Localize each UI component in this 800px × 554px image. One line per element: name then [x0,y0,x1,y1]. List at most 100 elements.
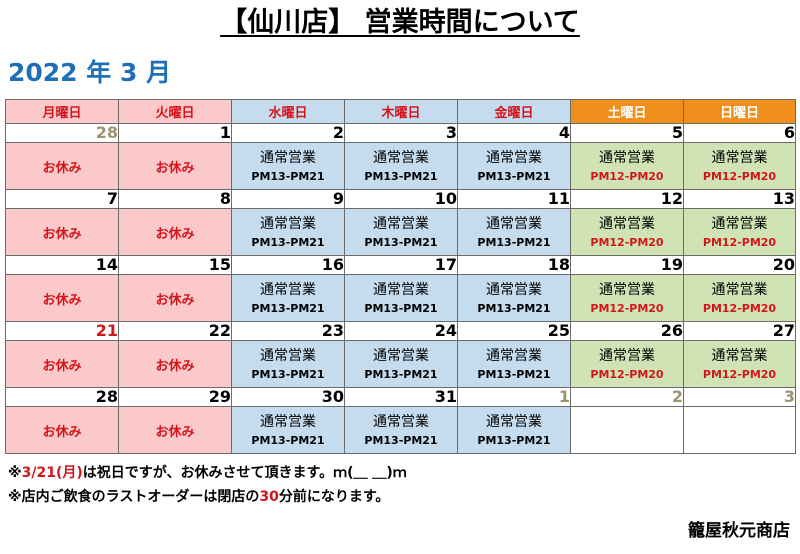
open-label: 通常営業 [486,413,542,430]
date-row: 28 1 2 3 4 5 6 [5,123,796,143]
open-label: 通常営業 [486,149,542,166]
open-cell: 通常営業 PM12-PM20 [683,274,796,322]
open-cell: 通常営業 PM13-PM21 [457,274,571,322]
hours-label: PM13-PM21 [251,235,325,249]
date-number: 31 [344,387,458,407]
open-cell: 通常営業 PM12-PM20 [570,274,684,322]
header-tuesday: 火曜日 [118,99,232,124]
hours-label: PM13-PM21 [364,235,438,249]
closed-label: お休み [118,274,232,322]
open-cell: 通常営業 PM13-PM21 [231,274,345,322]
open-cell: 通常営業 PM12-PM20 [683,340,796,388]
header-monday: 月曜日 [5,99,119,124]
empty-cell [683,406,796,454]
closed-label: お休み [5,208,119,256]
date-number: 6 [683,123,796,143]
hours-label: PM13-PM21 [364,169,438,183]
weekday-header-row: 月曜日 火曜日 水曜日 木曜日 金曜日 土曜日 日曜日 [5,99,796,124]
open-cell: 通常営業 PM13-PM21 [344,208,458,256]
holiday-note: ※3/21(月)は祝日ですが、お休みさせて頂きます。ｍ(＿ ＿)ｍ [8,461,407,485]
hours-label: PM12-PM20 [590,367,664,381]
header-sunday: 日曜日 [683,99,796,124]
last-order-minutes: 30 [259,489,279,505]
note-marker: ※ [8,465,22,481]
closed-label: お休み [5,142,119,190]
status-row: お休み お休み 通常営業 PM13-PM21 通常営業 PM13-PM21 通常営業… [5,406,796,454]
open-cell: 通常営業 PM13-PM21 [344,274,458,322]
closed-label: お休み [118,208,232,256]
open-cell: 通常営業 PM12-PM20 [570,142,684,190]
header-friday: 金曜日 [457,99,571,124]
date-number: 11 [457,189,571,209]
date-number: 27 [683,321,796,341]
hours-label: PM13-PM21 [251,301,325,315]
hours-label: PM13-PM21 [251,169,325,183]
open-cell: 通常営業 PM12-PM20 [570,208,684,256]
date-row: 28 29 30 31 1 2 3 [5,387,796,407]
date-number: 15 [118,255,232,275]
open-cell: 通常営業 PM13-PM21 [231,142,345,190]
last-order-note-prefix: ※店内ご飲食のラストオーダーは閉店の [8,489,260,505]
hours-label: PM13-PM21 [477,367,551,381]
page-title: 【仙川店】 営業時間について [220,7,580,38]
last-order-note: ※店内ご飲食のラストオーダーは閉店の30分前になります。 [8,485,407,509]
hours-label: PM12-PM20 [590,169,664,183]
open-label: 通常営業 [373,149,429,166]
date-number: 13 [683,189,796,209]
open-label: 通常営業 [373,215,429,232]
closed-label: お休み [5,274,119,322]
open-cell: 通常営業 PM13-PM21 [457,406,571,454]
open-label: 通常営業 [486,347,542,364]
date-number: 9 [231,189,345,209]
hours-label: PM13-PM21 [477,433,551,447]
empty-cell [570,406,684,454]
open-label: 通常営業 [599,215,655,232]
date-row: 7 8 9 10 11 12 13 [5,189,796,209]
closed-label: お休み [118,142,232,190]
hours-label: PM13-PM21 [477,169,551,183]
status-row: お休み お休み 通常営業 PM13-PM21 通常営業 PM13-PM21 通常営業… [5,142,796,190]
hours-label: PM13-PM21 [364,301,438,315]
open-cell: 通常営業 PM13-PM21 [457,142,571,190]
closed-label: お休み [118,340,232,388]
open-cell: 通常営業 PM13-PM21 [231,406,345,454]
open-label: 通常営業 [711,215,768,232]
date-number: 3 [344,123,458,143]
date-number: 2 [570,387,684,407]
open-label: 通常営業 [599,281,655,298]
holiday-date: 3/21(月) [21,465,83,481]
open-label: 通常営業 [711,149,768,166]
open-cell: 通常営業 PM13-PM21 [344,406,458,454]
hours-label: PM13-PM21 [364,433,438,447]
open-label: 通常営業 [599,347,655,364]
date-number: 10 [344,189,458,209]
header-wednesday: 水曜日 [231,99,345,124]
hours-label: PM12-PM20 [590,301,664,315]
open-cell: 通常営業 PM12-PM20 [683,142,796,190]
open-label: 通常営業 [486,215,542,232]
open-label: 通常営業 [599,149,655,166]
hours-label: PM12-PM20 [702,301,777,315]
date-number: 16 [231,255,345,275]
date-number: 24 [344,321,458,341]
hours-label: PM13-PM21 [364,367,438,381]
open-label: 通常営業 [486,281,542,298]
hours-label: PM12-PM20 [702,367,777,381]
date-number: 2 [231,123,345,143]
date-number: 1 [118,123,232,143]
hours-label: PM12-PM20 [702,235,777,249]
open-label: 通常営業 [260,281,316,298]
shop-name: 籠屋秋元商店 [688,521,790,541]
open-label: 通常営業 [711,347,768,364]
status-row: お休み お休み 通常営業 PM13-PM21 通常営業 PM13-PM21 通常営業… [5,340,796,388]
date-number: 1 [457,387,571,407]
date-number: 18 [457,255,571,275]
month-heading: 2022 年 3 月 [8,58,172,87]
open-cell: 通常営業 PM13-PM21 [231,208,345,256]
date-number: 7 [5,189,119,209]
date-number: 28 [5,123,119,143]
date-number-holiday: 21 [5,321,119,341]
holiday-note-text: は祝日ですが、お休みさせて頂きます。ｍ(＿ ＿)ｍ [82,465,407,481]
open-label: 通常営業 [711,281,768,298]
open-label: 通常営業 [260,413,316,430]
